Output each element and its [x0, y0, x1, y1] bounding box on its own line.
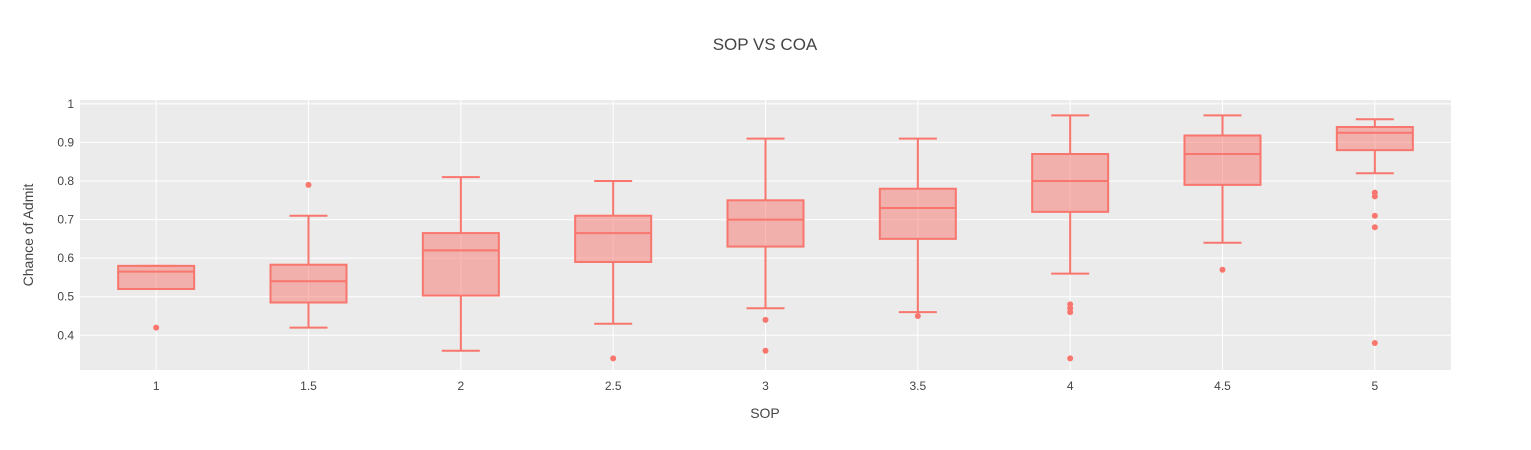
outlier-point — [1067, 309, 1074, 316]
outlier-point — [1067, 355, 1074, 362]
outlier-point — [610, 355, 617, 362]
outlier-point — [914, 313, 921, 319]
x-tick-label: 4.5 — [1214, 379, 1231, 393]
outlier-point — [1371, 193, 1378, 200]
outlier-point — [1371, 224, 1378, 231]
outlier-point — [153, 324, 160, 331]
y-tick-label: 0.5 — [57, 290, 74, 304]
x-tick-label: 4 — [1067, 379, 1074, 393]
box-body — [269, 263, 348, 304]
y-tick-label: 0.9 — [57, 135, 74, 149]
box-body — [574, 214, 653, 263]
y-tick-label: 1 — [67, 97, 74, 111]
box-body — [726, 199, 805, 248]
outlier-point — [1219, 266, 1226, 273]
y-axis-title: Chance of Admit — [20, 184, 36, 287]
y-tick-label: 0.4 — [57, 328, 74, 342]
x-tick-label: 1.5 — [300, 379, 317, 393]
y-tick-label: 0.8 — [57, 174, 74, 188]
box-body — [421, 232, 500, 297]
box-body — [878, 187, 957, 240]
x-axis-title: SOP — [750, 405, 780, 421]
x-tick-label: 2.5 — [605, 379, 622, 393]
outlier-point — [762, 316, 769, 323]
x-tick-label: 3 — [762, 379, 769, 393]
box-body — [1335, 126, 1414, 152]
outlier-point — [1371, 340, 1378, 346]
chart-title: SOP VS COA — [713, 35, 818, 54]
y-tick-label: 0.6 — [57, 251, 74, 265]
x-tick-label: 3.5 — [909, 379, 926, 393]
box-body — [1183, 134, 1262, 186]
outlier-point — [305, 181, 312, 188]
y-tick-label: 0.7 — [57, 213, 74, 227]
box-body — [117, 264, 196, 291]
x-tick-label: 1 — [153, 379, 160, 393]
x-tick-label: 2 — [457, 379, 464, 393]
outlier-point — [1371, 212, 1378, 219]
x-tick-label: 5 — [1371, 379, 1378, 393]
box-body — [1031, 153, 1110, 213]
outlier-point — [762, 347, 769, 354]
